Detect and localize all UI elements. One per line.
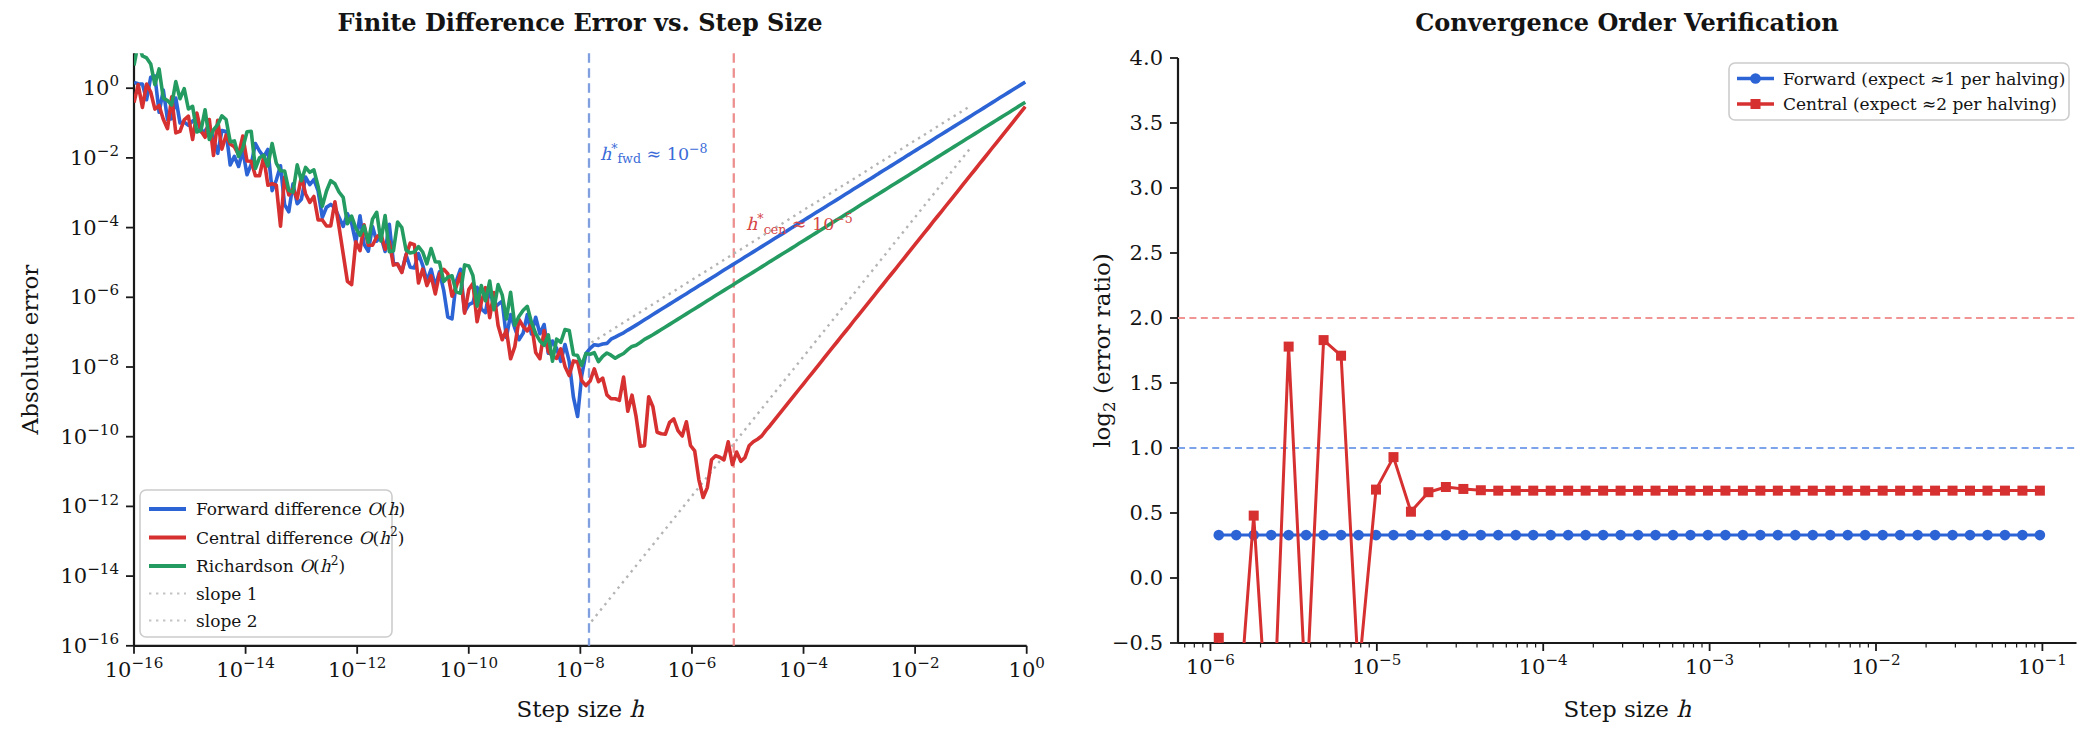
svg-text:Absolute error: Absolute error [17, 265, 43, 436]
svg-text:Step size h: Step size h [517, 696, 645, 722]
svg-text:4.0: 4.0 [1130, 46, 1163, 70]
right-chart-ticks: 10−6 10−5 10−4 10−3 10−2 10−1 −0.5 0.0 0.5 1.0 1.5… [1112, 46, 2067, 679]
guide-slope-2 [592, 147, 971, 621]
svg-text:Forward (expect ≈1 per halving: Forward (expect ≈1 per halving) [1783, 69, 2065, 89]
svg-text:10−2: 10−2 [70, 142, 119, 170]
svg-text:2.0: 2.0 [1130, 306, 1163, 330]
svg-text:Central (expect ≈2 per halving: Central (expect ≈2 per halving) [1783, 94, 2057, 114]
svg-text:10−14: 10−14 [60, 560, 119, 588]
svg-text:Forward difference O(h): Forward difference O(h) [196, 499, 405, 519]
svg-text:1.0: 1.0 [1130, 436, 1163, 460]
figure: Finite Difference Error vs. Step Size Co… [0, 0, 2095, 745]
svg-text:0.5: 0.5 [1130, 501, 1163, 525]
svg-text:Step size h: Step size h [1563, 696, 1691, 722]
series-central [134, 84, 1025, 497]
svg-text:10−12: 10−12 [328, 654, 387, 682]
svg-text:10−5: 10−5 [1352, 651, 1401, 679]
svg-text:100: 100 [83, 72, 119, 100]
charts-canvas: Finite Difference Error vs. Step Size Co… [0, 0, 2095, 745]
svg-text:10−10: 10−10 [439, 654, 498, 682]
svg-text:1.5: 1.5 [1130, 371, 1163, 395]
svg-text:−0.5: −0.5 [1112, 631, 1163, 655]
left-chart: 10−16 10−14 10−12 10−10 10−8 10−6 10−4 10−2 100 1… [17, 43, 1045, 722]
svg-text:10−4: 10−4 [70, 212, 119, 240]
left-chart-legend: Forward difference O(h) Central differenc… [140, 490, 405, 637]
svg-text:10−12: 10−12 [60, 491, 119, 519]
svg-text:10−16: 10−16 [105, 654, 164, 682]
svg-text:Central difference O(h2): Central difference O(h2) [196, 525, 404, 547]
svg-text:slope 2: slope 2 [196, 611, 258, 631]
svg-text:10−16: 10−16 [60, 630, 119, 658]
svg-text:log2 (error ratio): log2 (error ratio) [1089, 253, 1119, 448]
svg-text:10−8: 10−8 [70, 351, 119, 379]
svg-text:0.0: 0.0 [1130, 566, 1163, 590]
svg-text:10−2: 10−2 [1852, 651, 1901, 679]
svg-text:slope 1: slope 1 [196, 584, 258, 604]
svg-text:10−14: 10−14 [216, 654, 275, 682]
annotation-0: h*fwd ≈ 10−8 [600, 141, 708, 167]
svg-text:10−10: 10−10 [60, 421, 119, 449]
svg-text:100: 100 [1009, 654, 1045, 682]
svg-text:3.5: 3.5 [1130, 111, 1163, 135]
svg-text:10−6: 10−6 [1186, 651, 1235, 679]
svg-text:10−1: 10−1 [2018, 651, 2067, 679]
left-chart-title: Finite Difference Error vs. Step Size [338, 8, 823, 37]
svg-text:10−4: 10−4 [1519, 651, 1568, 679]
svg-text:Richardson O(h2): Richardson O(h2) [196, 554, 345, 576]
svg-text:10−8: 10−8 [556, 654, 605, 682]
markers-central_ratio [1214, 335, 2045, 643]
series-central_ratio [1219, 340, 2040, 745]
svg-text:10−6: 10−6 [70, 281, 119, 309]
right-chart: 10−6 10−5 10−4 10−3 10−2 10−1 −0.5 0.0 0.5 1.0 1.5… [1089, 46, 2077, 745]
svg-text:2.5: 2.5 [1130, 241, 1163, 265]
right-chart-legend: Forward (expect ≈1 per halving) Central (… [1729, 63, 2069, 120]
svg-text:10−4: 10−4 [779, 654, 828, 682]
annotation-1: h*cen ≈ 10−5 [746, 211, 853, 237]
svg-text:3.0: 3.0 [1130, 176, 1163, 200]
series-richardson [134, 43, 1025, 365]
svg-text:10−6: 10−6 [667, 654, 716, 682]
svg-text:10−2: 10−2 [891, 654, 940, 682]
right-chart-title: Convergence Order Verification [1415, 8, 1838, 37]
svg-text:10−3: 10−3 [1685, 651, 1734, 679]
